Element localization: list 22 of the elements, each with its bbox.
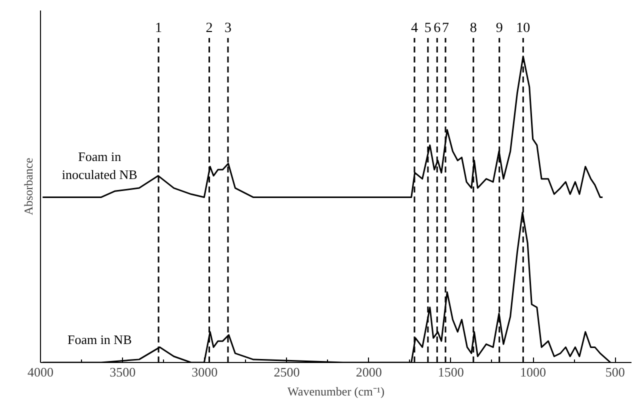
text: 8 (470, 20, 477, 36)
y-axis-title: Absorbance (22, 158, 36, 216)
text: 3 (224, 20, 232, 36)
text: 10 (516, 20, 530, 36)
text: 9 (496, 20, 503, 36)
text: 1 (155, 20, 162, 36)
text: 2 (206, 20, 213, 36)
series-label: Foam in NB (67, 332, 132, 348)
x-tick-label: 3000 (192, 364, 218, 380)
x-tick-label: 2500 (274, 364, 300, 380)
text: 7 (442, 20, 449, 36)
x-tick-label: 4000 (28, 364, 54, 380)
x-tick-label: 2000 (356, 364, 382, 380)
text: 6 (434, 20, 441, 36)
x-axis-title: Wavenumber (cm⁻¹) (288, 384, 384, 398)
x-tick-label: 1000 (520, 364, 546, 380)
series-label: Foam in inoculated NB (62, 148, 138, 182)
text: 4 (410, 20, 418, 36)
x-tick-label: 3500 (110, 364, 136, 380)
x-tick-label: 500 (605, 364, 625, 380)
x-tick-label: 1500 (438, 364, 464, 380)
text: 5 (424, 20, 432, 36)
